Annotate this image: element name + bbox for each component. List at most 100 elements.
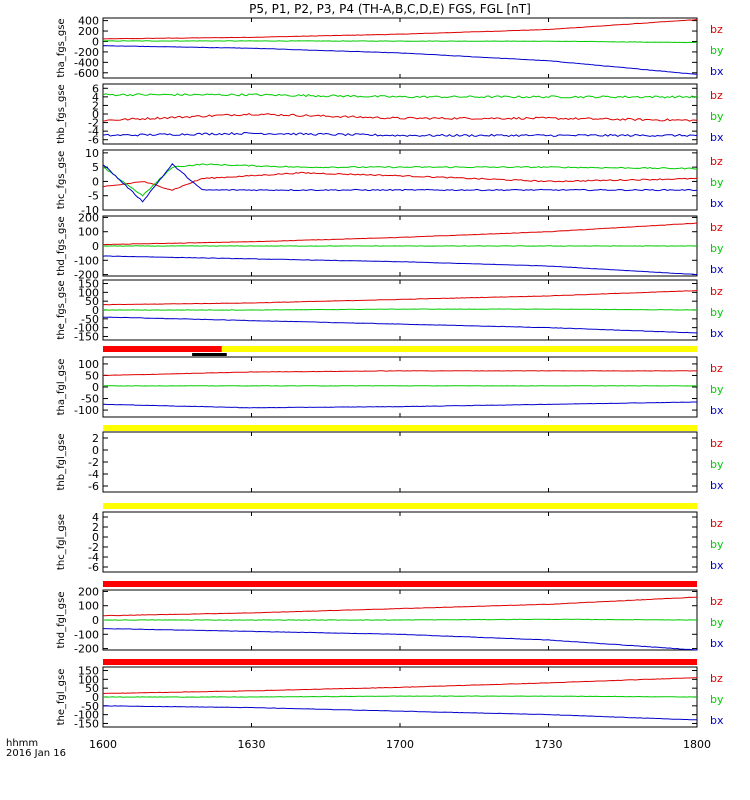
y-tick-label: 2 [92, 521, 99, 534]
x-tick-label: 1800 [683, 738, 711, 751]
y-tick-label: 100 [78, 226, 99, 239]
y-tick-label: 0 [92, 304, 99, 317]
y-axis-label: tha_fgs_gse [56, 18, 67, 77]
y-tick-label: -6 [88, 134, 99, 147]
panel-frame [102, 431, 698, 493]
legend-bz: bz [710, 517, 723, 530]
y-tick-label: -100 [74, 254, 99, 267]
y-tick-label: -6 [88, 480, 99, 493]
series-by [102, 93, 698, 99]
y-axis-label: thd_fgl_gse [56, 592, 67, 649]
panel-frame [102, 17, 698, 79]
legend-bx: bx [710, 327, 724, 340]
series-bz [102, 290, 698, 306]
legend-bx: bx [710, 131, 724, 144]
y-tick-label: 4 [92, 91, 99, 104]
status-bar-black [192, 353, 227, 356]
legend-by: by [710, 616, 724, 629]
y-tick-label: 0 [92, 691, 99, 704]
y-tick-label: 0 [92, 35, 99, 48]
legend-bx: bx [710, 404, 724, 417]
series-bz [102, 222, 698, 246]
y-tick-label: -150 [74, 717, 99, 730]
series-bz [102, 113, 698, 122]
y-tick-label: 150 [78, 665, 99, 678]
y-tick-label: 100 [78, 286, 99, 299]
y-axis-label: thb_fgl_gse [56, 434, 67, 491]
y-tick-label: -2 [88, 117, 99, 130]
y-tick-label: 200 [78, 25, 99, 38]
y-tick-label: -4 [88, 468, 99, 481]
series-bx [102, 45, 698, 75]
y-tick-label: -50 [81, 313, 99, 326]
y-tick-label: 100 [78, 600, 99, 613]
legend-bz: bz [710, 595, 723, 608]
y-tick-label: -100 [74, 322, 99, 335]
legend-bz: bz [710, 362, 723, 375]
series-by [102, 163, 698, 197]
legend-bz: bz [710, 89, 723, 102]
status-bar-yellow [103, 425, 697, 431]
y-tick-label: 100 [78, 673, 99, 686]
x-axis: 1600 1630 1700 1730 1800 [89, 738, 711, 751]
panel-8: thc_fgl_gse 420-2-4-6 bz by bx [56, 511, 724, 574]
y-axis-label: thd_fgs_gse [56, 216, 67, 275]
y-tick-label: 4 [92, 511, 99, 524]
status-bar-red [103, 346, 222, 352]
y-tick-label: 0 [92, 444, 99, 457]
y-tick-label: 150 [78, 278, 99, 291]
y-axis-label: thb_fgs_gse [56, 84, 67, 143]
legend-bz: bz [710, 285, 723, 298]
y-tick-label: -600 [74, 67, 99, 80]
y-tick-label: 200 [78, 585, 99, 598]
y-tick-label: 0 [92, 614, 99, 627]
legend-bx: bx [710, 637, 724, 650]
y-tick-label: -50 [81, 393, 99, 406]
y-tick-label: -5 [88, 190, 99, 203]
y-tick-label: -4 [88, 125, 99, 138]
y-tick-label: 50 [85, 369, 99, 382]
legend-bx: bx [710, 479, 724, 492]
y-tick-label: 0 [92, 381, 99, 394]
series-by [103, 618, 698, 621]
legend-by: by [710, 110, 724, 123]
panels: tha_fgs_gse 4002000-200-400-600bzbybxthb_… [56, 15, 724, 731]
y-tick-label: -100 [74, 709, 99, 722]
legend-by: by [710, 242, 724, 255]
legend-bx: bx [710, 714, 724, 727]
x-tick-label: 1600 [89, 738, 117, 751]
y-tick-label: 0 [92, 531, 99, 544]
legend-by: by [710, 693, 724, 706]
x-tick-label: 1700 [386, 738, 414, 751]
y-tick-label: -2 [88, 541, 99, 554]
y-tick-label: -100 [74, 628, 99, 641]
y-tick-label: 0 [92, 108, 99, 121]
legend-bx: bx [710, 197, 724, 210]
y-axis-label: thc_fgs_gse [56, 151, 67, 210]
y-tick-label: -200 [74, 269, 99, 282]
y-tick-label: -6 [88, 561, 99, 574]
series-by [102, 308, 698, 311]
series-bz [102, 171, 698, 191]
y-tick-label: 200 [78, 211, 99, 224]
y-tick-label: -200 [74, 643, 99, 656]
legend-by: by [710, 176, 724, 189]
legend-by: by [710, 306, 724, 319]
panel-7: thb_fgl_gse 20-2-4-6 bz by bx [56, 431, 724, 493]
legend-bz: bz [710, 23, 723, 36]
date-label: 2016 Jan 16 [6, 748, 66, 759]
y-tick-label: 400 [78, 15, 99, 28]
legend-by: by [710, 538, 724, 551]
y-tick-label: -200 [74, 46, 99, 59]
series-bx [102, 705, 698, 721]
y-axis-label: tha_fgl_gse [56, 359, 67, 416]
y-tick-label: 6 [92, 82, 99, 95]
y-axis-label: the_fgs_gse [56, 280, 67, 339]
